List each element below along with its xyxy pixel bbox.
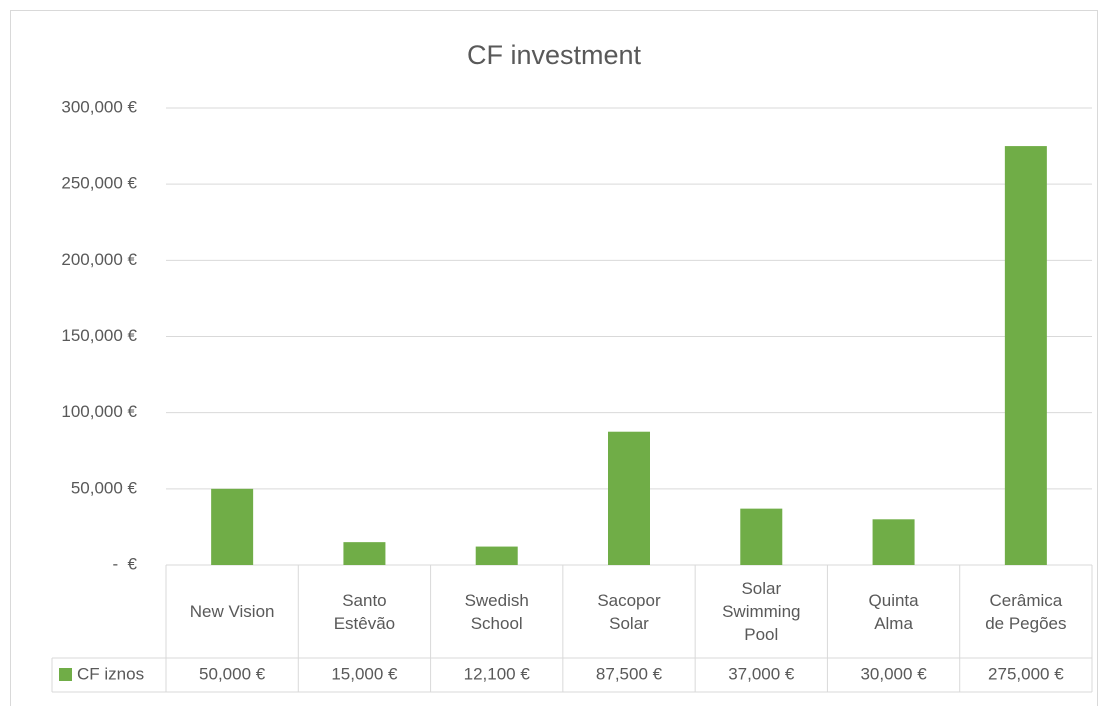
data-label: 50,000 €: [199, 664, 266, 683]
data-label: 37,000 €: [728, 664, 795, 683]
y-tick-label: 50,000 €: [71, 478, 138, 497]
data-label: 87,500 €: [596, 664, 663, 683]
x-tick-label: Quinta Alma: [868, 590, 919, 633]
chart-border: [10, 10, 1098, 706]
bar: [740, 508, 783, 565]
legend-key: [59, 668, 72, 681]
x-tick-label: Cerâmica de Pegões: [985, 590, 1067, 633]
data-label: 15,000 €: [331, 664, 398, 683]
x-tick-label: Santo Estêvão: [333, 590, 396, 633]
bar: [872, 519, 915, 565]
category-cell: Solar Swimming Pool: [722, 579, 801, 644]
x-tick-label: New Vision: [189, 602, 275, 621]
chart-title: CF investment: [467, 40, 642, 70]
y-tick-label: 250,000 €: [61, 174, 137, 193]
category-cell: Cerâmica de Pegões: [985, 590, 1067, 633]
data-label: 275,000 €: [988, 664, 1064, 683]
y-tick-label: 100,000 €: [61, 402, 137, 421]
bar: [1004, 146, 1047, 566]
data-label: 12,100 €: [464, 664, 531, 683]
bar: [475, 546, 518, 565]
category-cell: Quinta Alma: [868, 590, 919, 633]
bar: [608, 431, 650, 565]
category-cell: Swedish School: [464, 590, 529, 633]
y-tick-label: - €: [112, 554, 137, 573]
x-tick-label: Solar Swimming Pool: [722, 579, 801, 644]
data-label: 30,000 €: [860, 664, 927, 683]
y-tick-label: 150,000 €: [61, 326, 137, 345]
y-tick-label: 200,000 €: [61, 250, 137, 269]
bar: [343, 542, 386, 565]
category-cell: New Vision: [189, 602, 275, 621]
x-tick-label: Sacopor Solar: [597, 590, 661, 633]
bar: [211, 488, 254, 565]
x-tick-label: Swedish School: [464, 590, 529, 633]
legend-label: CF iznos: [77, 664, 144, 683]
category-cell: Santo Estêvão: [333, 590, 396, 633]
y-tick-label: 300,000 €: [61, 97, 137, 116]
category-cell: Sacopor Solar: [597, 590, 661, 633]
